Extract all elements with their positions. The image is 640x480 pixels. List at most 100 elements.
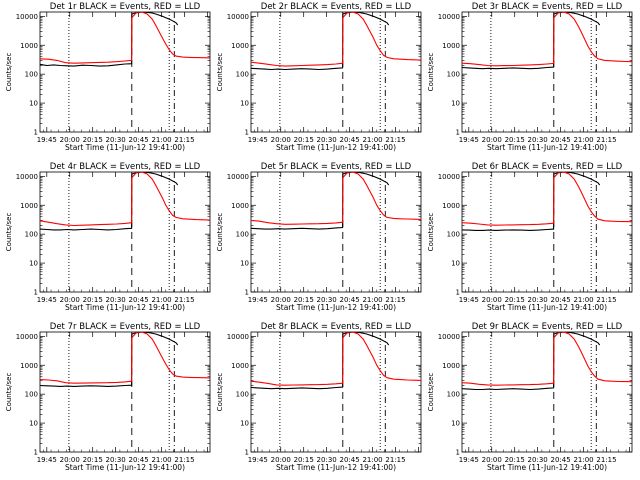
y-tick-label: 1000	[20, 42, 38, 50]
x-tick-label: 20:45	[340, 296, 360, 304]
x-tick-label: 21:00	[573, 296, 593, 304]
x-tick-label: 20:15	[294, 456, 314, 464]
x-tick-label: 19:45	[248, 296, 268, 304]
x-tick-label: 21:15	[174, 136, 194, 144]
plot-frame	[39, 331, 211, 453]
series-line-lld	[462, 12, 632, 67]
plot-frame	[250, 331, 422, 453]
x-tick-label: 20:30	[528, 456, 548, 464]
x-tick-label: 20:30	[106, 296, 126, 304]
y-axis-label: Counts/sec	[216, 53, 224, 92]
x-tick-label: 20:00	[271, 456, 291, 464]
y-tick-label: 1000	[231, 362, 249, 370]
x-tick-label: 20:00	[482, 136, 502, 144]
x-tick-label: 20:30	[528, 296, 548, 304]
y-tick-label: 100	[447, 71, 460, 79]
y-axis-label: Counts/sec	[427, 213, 435, 252]
chart-title: Det 3r BLACK = Events, RED = LLD	[472, 2, 623, 12]
y-tick-label: 10	[29, 260, 38, 268]
y-tick-label: 1	[245, 449, 249, 457]
x-tick-label: 19:45	[459, 296, 479, 304]
x-tick-label: 20:15	[294, 296, 314, 304]
y-tick-label: 10	[29, 100, 38, 108]
plot-frame	[39, 11, 211, 133]
y-axis-label: Counts/sec	[5, 373, 13, 412]
y-tick-label: 10000	[227, 173, 249, 181]
chart-title: Det 1r BLACK = Events, RED = LLD	[50, 2, 201, 12]
chart-panel-9: Det 9r BLACK = Events, RED = LLD 1 10 100 10…	[427, 322, 633, 472]
series-line-lld	[462, 172, 632, 226]
y-tick-label: 1	[34, 289, 38, 297]
x-tick-label: 20:15	[83, 136, 103, 144]
x-tick-label: 19:45	[37, 456, 57, 464]
y-tick-label: 1	[34, 129, 38, 137]
y-tick-label: 1000	[442, 42, 460, 50]
y-tick-label: 10000	[16, 173, 38, 181]
y-tick-label: 10000	[227, 333, 249, 341]
plot-frame	[250, 171, 422, 293]
y-tick-label: 1000	[442, 362, 460, 370]
x-tick-label: 21:00	[362, 296, 382, 304]
y-tick-label: 100	[236, 391, 249, 399]
series-line-events	[462, 12, 601, 70]
chart-title: Det 6r BLACK = Events, RED = LLD	[472, 162, 623, 172]
y-tick-label: 1000	[231, 202, 249, 210]
x-tick-label: 21:15	[385, 136, 405, 144]
series-line-events	[40, 172, 179, 231]
x-tick-label: 19:45	[37, 136, 57, 144]
chart-panel-3: Det 3r BLACK = Events, RED = LLD 1 10 100 10…	[427, 2, 633, 152]
y-tick-label: 10000	[16, 13, 38, 21]
x-tick-label: 19:45	[248, 136, 268, 144]
x-tick-label: 21:00	[573, 136, 593, 144]
y-tick-label: 1	[245, 129, 249, 137]
y-tick-label: 1000	[20, 202, 38, 210]
x-tick-label: 20:00	[60, 456, 80, 464]
x-axis-label: Start Time (11-Jun-12 19:41:00)	[487, 143, 607, 152]
series-line-events	[251, 12, 390, 71]
x-tick-label: 20:45	[129, 456, 149, 464]
chart-title: Det 5r BLACK = Events, RED = LLD	[261, 162, 412, 172]
x-axis-label: Start Time (11-Jun-12 19:41:00)	[65, 463, 185, 472]
x-tick-label: 20:15	[505, 456, 525, 464]
y-tick-label: 100	[25, 391, 38, 399]
x-tick-label: 20:30	[317, 136, 337, 144]
x-axis-label: Start Time (11-Jun-12 19:41:00)	[487, 463, 607, 472]
series-line-lld	[251, 12, 421, 67]
x-tick-label: 21:15	[385, 296, 405, 304]
x-tick-label: 20:30	[528, 136, 548, 144]
x-tick-label: 19:45	[459, 456, 479, 464]
plot-frame	[39, 171, 211, 293]
series-line-events	[462, 332, 601, 391]
x-tick-label: 20:15	[505, 136, 525, 144]
x-tick-label: 20:15	[505, 296, 525, 304]
y-tick-label: 10000	[16, 333, 38, 341]
y-tick-label: 1	[456, 449, 460, 457]
x-tick-label: 21:15	[596, 296, 616, 304]
y-tick-label: 1	[456, 289, 460, 297]
series-line-events	[40, 332, 179, 387]
y-tick-label: 1	[34, 449, 38, 457]
plot-frame	[461, 11, 633, 133]
x-tick-label: 20:00	[60, 136, 80, 144]
y-tick-label: 10000	[438, 13, 460, 21]
y-tick-label: 100	[25, 231, 38, 239]
plot-frame	[250, 11, 422, 133]
x-tick-label: 19:45	[37, 296, 57, 304]
x-tick-label: 20:30	[106, 456, 126, 464]
y-tick-label: 100	[236, 71, 249, 79]
y-tick-label: 10000	[438, 333, 460, 341]
y-tick-label: 1000	[20, 362, 38, 370]
x-tick-label: 20:00	[271, 136, 291, 144]
x-tick-label: 20:45	[129, 296, 149, 304]
x-tick-label: 21:15	[596, 136, 616, 144]
y-tick-label: 1000	[231, 42, 249, 50]
x-tick-label: 20:30	[317, 456, 337, 464]
x-tick-label: 20:15	[294, 136, 314, 144]
x-tick-label: 20:00	[482, 296, 502, 304]
y-tick-label: 100	[236, 231, 249, 239]
x-tick-label: 21:15	[174, 456, 194, 464]
chart-panel-4: Det 4r BLACK = Events, RED = LLD 1 10 100 10…	[5, 162, 211, 312]
y-tick-label: 10	[240, 100, 249, 108]
series-line-lld	[40, 12, 210, 64]
